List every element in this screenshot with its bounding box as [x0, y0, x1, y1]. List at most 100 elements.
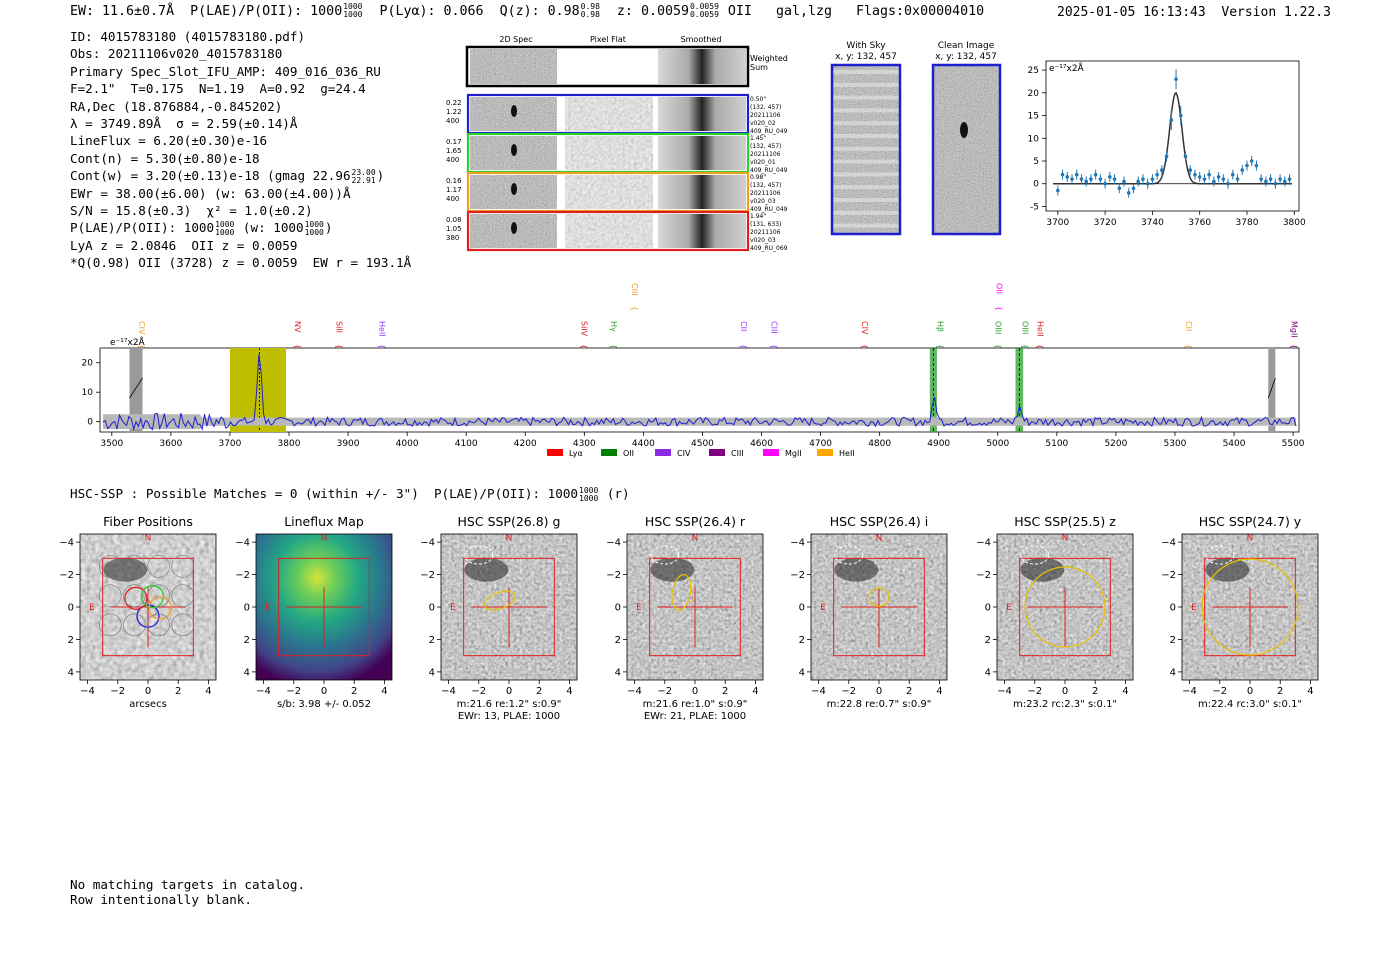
line-label-6: Hγ: [609, 321, 618, 332]
line-label-2: SiII: [334, 321, 343, 333]
line-fit-points: [1056, 69, 1292, 198]
hsc-xtick-label-0-3: 2: [175, 686, 181, 697]
hsc-plae-range: 1000 1000: [579, 486, 598, 503]
spectrum-flux-line: [102, 354, 1297, 432]
cutout-smoothed-3: [658, 214, 746, 248]
line-fit-plot: e⁻¹⁷x2Å 3700 3720 3740 3760 3780 3800 -5 0 5 10 15…: [1028, 60, 1306, 228]
ss-point-15: [1126, 191, 1131, 195]
sky-stripe-12: [833, 223, 899, 228]
hsc-ytick-label-1-3: −2: [235, 570, 250, 581]
ss-point-28: [1188, 168, 1193, 172]
ss-point-18: [1141, 177, 1145, 181]
footer-line-1: No matching targets in catalog.: [70, 877, 306, 892]
line-bracket-15: {: [1184, 344, 1193, 349]
ss-point-43: [1259, 177, 1263, 181]
clean-source: [960, 122, 968, 138]
header-right: 2025-01-05 16:13:43 Version 1.22.3: [1057, 5, 1331, 20]
hsc-aperture-3: [671, 574, 692, 611]
info-contw-row: Cont(w) = 3.20(±0.13)e-18 (gmag 22.96 23.…: [70, 167, 385, 185]
hsc-ytick-label-3-2: 0: [615, 603, 621, 614]
ss-point-29: [1193, 172, 1197, 177]
ws-label-2: Sum: [750, 63, 768, 72]
line-bracket-9: {: [860, 344, 869, 349]
hsc-xtick-label-0-4: 4: [205, 686, 211, 697]
hsc-ytick-label-0-3: −2: [59, 570, 74, 581]
ss-ytick-label-1: 0: [1033, 180, 1039, 190]
hsc-xtick-label-3-4: 4: [752, 686, 758, 697]
hsc-ytick-label-2-0: 4: [429, 667, 435, 678]
fiber-outline-3: [171, 555, 195, 578]
ss-point-36: [1226, 181, 1230, 186]
header-flags: gal,lzg Flags:0x00004010: [775, 4, 985, 19]
hsc-ytick-label-0-2: 0: [68, 603, 74, 614]
cutout-right-1-3: v020_01: [750, 159, 776, 166]
hsc-xtick-label-3-0: −4: [627, 686, 642, 697]
hsc-xtick-label-0-2: 0: [145, 686, 151, 697]
hsc-panel-title-2: HSC SSP(26.8) g: [458, 514, 561, 529]
ss-xtick-label-4: 3780: [1236, 218, 1259, 228]
hsc-caption-1-1: s/b: 3.98 +/- 0.052: [277, 699, 371, 710]
legend-label-4: MgII: [785, 449, 802, 458]
hsc-ytick-label-4-0: 4: [799, 667, 805, 678]
hsc-xtick-label-2-3: 2: [536, 686, 542, 697]
fiber-outline-7: [171, 584, 195, 607]
fs-xtick-label-15: 5000: [986, 439, 1009, 449]
cutout-right-2-1: (132, 457): [750, 182, 781, 189]
hsc-xtick-label-4-2: 0: [876, 686, 882, 697]
catalog-footer: No matching targets in catalog. Row inten…: [70, 877, 305, 907]
withsky-frame: [830, 63, 902, 236]
hsc-caption-1-0: arcsecs: [129, 699, 167, 710]
header-qz-lo: 0.98: [580, 10, 600, 19]
fs-xtick-label-20: 5500: [1282, 439, 1305, 449]
ss-point-21: [1155, 172, 1159, 177]
ss-point-2: [1065, 175, 1070, 179]
hsc-north-3: N: [692, 533, 699, 543]
hsc-east-0: E: [89, 603, 95, 613]
cutout-left-3-2: 380: [446, 234, 459, 242]
hsc-ytick-label-3-1: 2: [615, 635, 621, 646]
line-bracket-2: {: [334, 344, 343, 349]
sky-stripe-6: [833, 146, 899, 151]
cutout-smoothed-1: [658, 136, 746, 170]
hsc-xtick-label-6-3: 2: [1277, 686, 1283, 697]
hsc-galaxy-2: [464, 557, 509, 582]
line-bracket-8: {: [770, 344, 779, 349]
ss-point-9: [1098, 177, 1103, 181]
hsc-xtick-label-6-0: −4: [1182, 686, 1197, 697]
hsc-box-3: [649, 557, 741, 657]
ss-point-1: [1060, 172, 1065, 177]
fiber-outline-5: [123, 584, 146, 607]
info-plae-w-lo: 1000: [304, 227, 324, 237]
hsc-ytick-label-6-0: 4: [1170, 667, 1176, 678]
line-label-10: Hβ: [936, 321, 945, 332]
hsc-east-2: E: [450, 603, 456, 613]
hsc-ytick-label-2-4: −4: [420, 538, 435, 549]
ss-point-5: [1079, 177, 1084, 181]
hsc-aperture-6: [1201, 558, 1299, 656]
cutout-smoothed-2: [658, 175, 746, 209]
hsc-panel-0: Fiber Positions N E −4 4 −2 2 0 0 2 −2 4 −4 arcsecs: [59, 514, 217, 710]
cutout-source-3: [511, 222, 517, 234]
line-bracket-0: {: [137, 344, 146, 349]
cutout-right-3-1: (131, 633): [750, 221, 781, 228]
line-bracket-3: {: [377, 344, 386, 349]
ss-point-33: [1212, 179, 1216, 184]
info-obs: Obs: 20211106v020_4015783180: [70, 46, 283, 62]
fiber-outline-0: [98, 555, 122, 578]
info-contn: Cont(n) = 5.30(±0.80)e-18: [70, 150, 260, 166]
cutout-left-3-0: 0.08: [446, 216, 462, 224]
spectrum-band-hatch-4: [1267, 377, 1276, 399]
hsc-xtick-label-3-1: −2: [657, 686, 672, 697]
cutout-right-0-3: v020_02: [750, 120, 776, 127]
legend-swatch-5: [817, 449, 833, 456]
hsc-neighbor-3: [650, 545, 680, 565]
hsc-ytick-label-4-3: −2: [790, 570, 805, 581]
info-fiber: F=2.1" T=0.175 N=1.19 A=0.92 g=24.4: [70, 81, 366, 97]
spectrum-band-hatch-1: [129, 377, 143, 399]
ss-point-37: [1230, 172, 1235, 177]
full-spectrum-unit: e⁻¹⁷x2Å: [110, 336, 146, 348]
sky-stripe-4: [833, 121, 899, 126]
fiber-outline-1: [123, 555, 146, 578]
fs-xtick-label-10: 4500: [691, 439, 714, 449]
